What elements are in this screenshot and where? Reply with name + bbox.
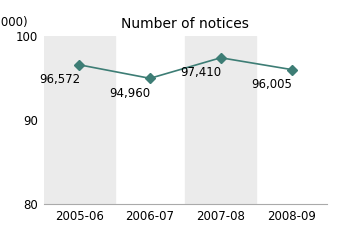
Text: 96,572: 96,572: [39, 73, 80, 86]
Text: 94,960: 94,960: [110, 87, 151, 100]
Text: 96,005: 96,005: [251, 78, 292, 91]
Text: 97,410: 97,410: [180, 66, 221, 79]
Bar: [44, 36, 115, 204]
Title: Number of notices: Number of notices: [121, 17, 249, 31]
Text: ('000): ('000): [0, 16, 28, 29]
Bar: [185, 36, 256, 204]
